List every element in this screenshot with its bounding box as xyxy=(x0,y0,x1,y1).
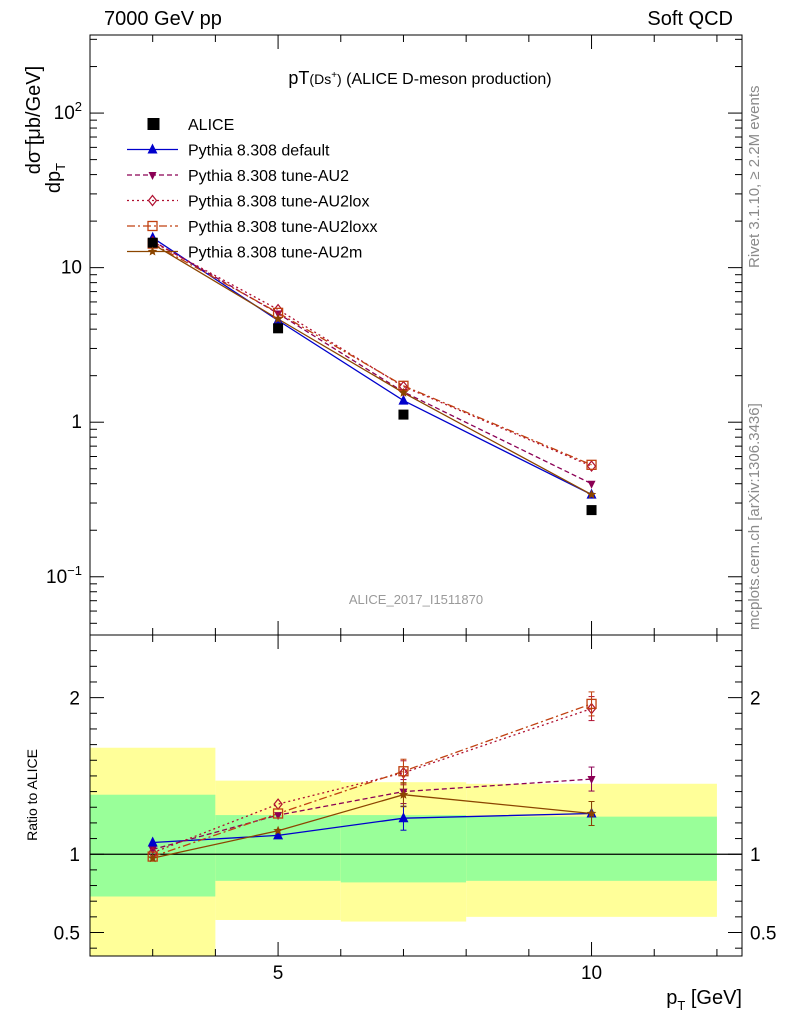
series-marker xyxy=(586,460,597,473)
series-marker xyxy=(273,829,284,840)
x-tick-label: 5 xyxy=(273,963,284,984)
series-marker xyxy=(398,766,409,777)
ratio-tick-label: 1 xyxy=(69,845,80,866)
series-marker xyxy=(273,825,283,835)
series-line xyxy=(152,243,592,496)
x-tick-label: 10 xyxy=(581,963,602,984)
analysis-watermark: ALICE_2017_I1511870 xyxy=(349,592,483,607)
series-marker xyxy=(147,143,158,154)
ratio-series-line xyxy=(152,703,592,858)
y-tick-label: 10 xyxy=(61,258,82,279)
legend-label: Pythia 8.308 tune-AU2m xyxy=(188,245,362,262)
y-axis-label-top: dσ [μb/GeV] xyxy=(23,66,45,174)
ratio-tick-label-right: 0.5 xyxy=(750,924,776,945)
series-marker xyxy=(147,220,158,232)
series-marker xyxy=(586,459,597,470)
legend: ALICE Pythia 8.308 default Pythia 8.308 tu… xyxy=(127,117,377,262)
ratio-tick-label: 0.5 xyxy=(54,924,80,945)
series-marker xyxy=(148,846,157,855)
series-marker xyxy=(398,789,409,799)
series-marker xyxy=(398,394,409,405)
series-marker xyxy=(147,194,158,207)
series-marker xyxy=(587,776,596,785)
ratio-band-inner xyxy=(466,816,717,881)
ratio-tick-label-right: 1 xyxy=(750,845,761,866)
series-marker xyxy=(586,489,597,499)
header-right: Soft QCD xyxy=(647,8,733,30)
legend-label: Pythia 8.308 default xyxy=(188,143,330,160)
series-marker xyxy=(272,808,284,819)
series-line xyxy=(152,237,592,496)
legend-label: ALICE xyxy=(188,117,234,134)
data-marker xyxy=(273,323,284,334)
data-marker xyxy=(398,409,409,420)
y-axis-label-bottom: dpT xyxy=(43,163,68,193)
series-marker xyxy=(586,808,597,818)
series-marker xyxy=(274,812,283,821)
series-marker xyxy=(398,812,409,823)
ratio-y-axis-label: Ratio to ALICE xyxy=(24,749,40,841)
ratio-series-line xyxy=(152,778,592,851)
series-marker xyxy=(148,172,157,180)
series-marker xyxy=(273,314,283,324)
ratio-tick-label-right: 2 xyxy=(750,689,761,710)
legend-label: Pythia 8.308 tune-AU2lox xyxy=(188,194,369,211)
series-marker xyxy=(147,853,158,863)
series-line xyxy=(152,241,592,467)
data-marker xyxy=(586,505,597,516)
y-tick-label: 10−1 xyxy=(46,563,82,588)
series-marker xyxy=(587,480,596,489)
svg-text:dpT: dpT xyxy=(43,163,68,193)
series-marker xyxy=(147,246,158,256)
x-axis-label: pT [GeV] xyxy=(666,987,742,1013)
y-tick-label: 102 xyxy=(54,99,82,124)
series-marker xyxy=(147,836,158,847)
chart-title: pT(Ds+) (ALICE D-meson production) xyxy=(288,68,551,88)
legend-label: Pythia 8.308 tune-AU2loxx xyxy=(188,219,377,236)
series-marker xyxy=(398,387,409,397)
series-marker xyxy=(147,851,158,862)
svg-text:Ratio to ALICE: Ratio to ALICE xyxy=(24,749,40,841)
series-line xyxy=(152,243,592,466)
series-marker xyxy=(586,698,597,710)
ratio-series-line xyxy=(152,794,592,859)
ratio-band-inner xyxy=(215,815,341,881)
series-line xyxy=(152,240,592,485)
y-tick-label: 1 xyxy=(71,412,82,433)
ratio-tick-label: 2 xyxy=(69,689,80,710)
header-left: 7000 GeV pp xyxy=(104,8,222,30)
data-marker xyxy=(147,118,160,130)
legend-label: Pythia 8.308 tune-AU2 xyxy=(188,168,349,185)
svg-text:dσ [μb/GeV]: dσ [μb/GeV] xyxy=(23,66,45,174)
ratio-plot-frame xyxy=(89,634,743,957)
data-marker xyxy=(147,237,158,248)
ratio-series-line xyxy=(152,812,592,844)
ratio-bands xyxy=(90,747,717,956)
